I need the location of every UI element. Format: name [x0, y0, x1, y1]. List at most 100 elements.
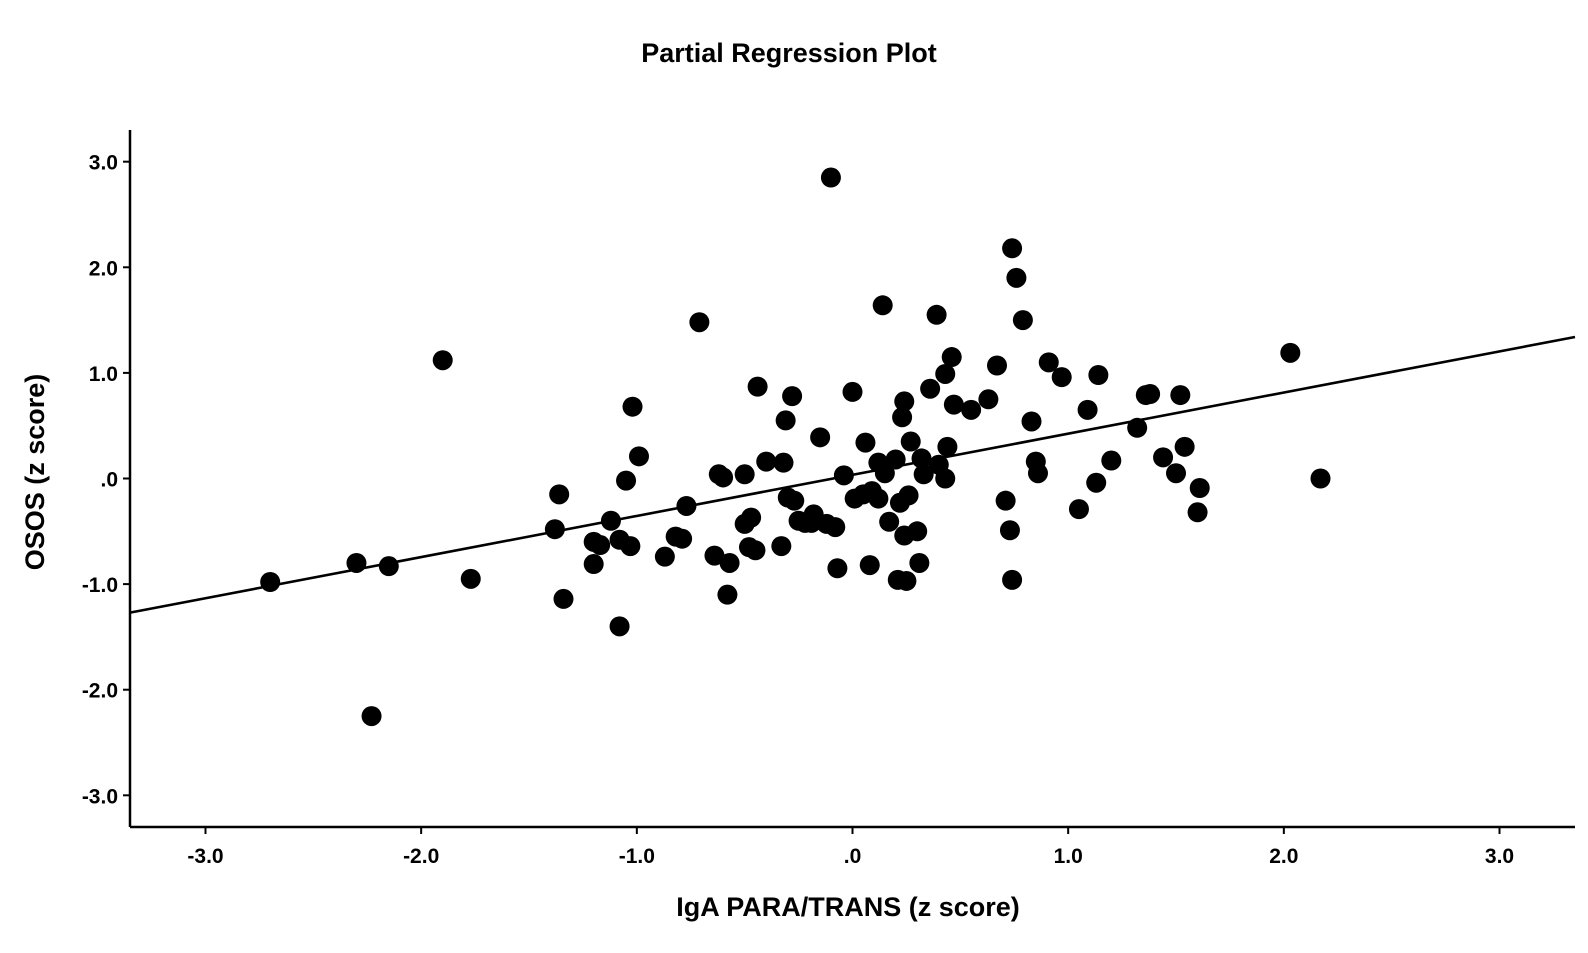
data-point: [920, 378, 941, 399]
data-point: [885, 449, 906, 470]
data-point: [1051, 367, 1072, 388]
data-point: [719, 552, 740, 573]
x-tick-label: 1.0: [1054, 845, 1083, 868]
data-point: [432, 350, 453, 371]
data-point: [600, 510, 621, 531]
data-point: [1170, 385, 1191, 406]
data-point: [961, 399, 982, 420]
data-point: [913, 464, 934, 485]
data-point: [1012, 310, 1033, 331]
data-point: [361, 706, 382, 727]
data-point: [616, 470, 637, 491]
data-point: [1310, 468, 1331, 489]
data-point: [654, 546, 675, 567]
data-point: [590, 535, 611, 556]
data-point: [810, 427, 831, 448]
data-point: [874, 463, 895, 484]
data-point: [717, 584, 738, 605]
data-point: [978, 389, 999, 410]
data-point: [935, 468, 956, 489]
data-point: [820, 167, 841, 188]
data-point: [868, 488, 889, 509]
data-point: [378, 556, 399, 577]
y-tick-label: .0: [100, 469, 118, 492]
x-tick-label: -3.0: [187, 845, 223, 868]
y-axis-label: OSOS (z score): [20, 374, 50, 571]
data-point: [935, 363, 956, 384]
data-point: [628, 446, 649, 467]
data-point: [1088, 365, 1109, 386]
data-point: [999, 520, 1020, 541]
data-point: [907, 521, 928, 542]
data-point: [1166, 463, 1187, 484]
data-point: [583, 554, 604, 575]
data-point: [1187, 502, 1208, 523]
data-point: [892, 407, 913, 428]
data-point: [825, 517, 846, 538]
data-point: [900, 431, 921, 452]
plot-area: -3.0 -2.0 -1.0.0 1.0 2.0 3.0 3.02.01.0.0-1.0-…: [82, 130, 1576, 868]
data-point: [460, 568, 481, 589]
data-point: [896, 570, 917, 591]
data-point: [859, 555, 880, 576]
data-point: [1153, 447, 1174, 468]
data-point: [260, 571, 281, 592]
data-point: [734, 464, 755, 485]
data-point: [676, 495, 697, 516]
data-point: [941, 347, 962, 368]
data-point: [898, 485, 919, 506]
data-point: [622, 396, 643, 417]
data-point: [775, 410, 796, 431]
data-point: [609, 616, 630, 637]
data-point: [1077, 399, 1098, 420]
data-point: [827, 558, 848, 579]
data-point: [926, 304, 947, 325]
x-axis-ticks: -3.0 -2.0 -1.0 .0 1.0 2.0 3.0: [187, 827, 1514, 868]
data-point: [553, 588, 574, 609]
data-point: [911, 448, 932, 469]
y-tick-label: 3.0: [89, 152, 118, 175]
data-point: [713, 467, 734, 488]
data-point: [745, 540, 766, 561]
data-point: [1189, 478, 1210, 499]
data-point: [747, 376, 768, 397]
x-tick-label: 3.0: [1485, 845, 1514, 868]
data-point: [704, 545, 725, 566]
x-axis-label: IgA PARA/TRANS (z score): [676, 892, 1020, 922]
data-point: [833, 465, 854, 486]
data-point: [1101, 450, 1122, 471]
data-point: [894, 391, 915, 412]
data-point: [782, 386, 803, 407]
data-point: [544, 519, 565, 540]
y-axis-ticks: 3.0 2.0 1.0 .0 -1.0 -2.0 -3.0: [82, 152, 130, 808]
x-tick-label: .0: [844, 845, 862, 868]
data-point: [1127, 417, 1148, 438]
data-point: [937, 436, 958, 457]
x-tick-label: -1.0: [619, 845, 655, 868]
data-point: [1027, 463, 1048, 484]
data-point: [773, 452, 794, 473]
data-point: [1002, 569, 1023, 590]
data-point: [1174, 436, 1195, 457]
y-tick-label: 2.0: [89, 257, 118, 280]
data-point: [842, 381, 863, 402]
data-point: [689, 312, 710, 333]
y-tick-label: -2.0: [82, 680, 118, 703]
data-point: [909, 552, 930, 573]
data-point: [741, 507, 762, 528]
data-point: [1006, 267, 1027, 288]
y-tick-label: -1.0: [82, 574, 118, 597]
data-point: [756, 451, 777, 472]
data-point: [872, 295, 893, 316]
x-tick-label: 2.0: [1269, 845, 1298, 868]
data-point: [943, 394, 964, 415]
data-point: [879, 511, 900, 532]
scatter-points: [260, 167, 1331, 727]
data-point: [549, 484, 570, 505]
data-point: [346, 552, 367, 573]
data-point: [995, 490, 1016, 511]
data-point: [1021, 411, 1042, 432]
data-point: [855, 432, 876, 453]
data-point: [1068, 499, 1089, 520]
